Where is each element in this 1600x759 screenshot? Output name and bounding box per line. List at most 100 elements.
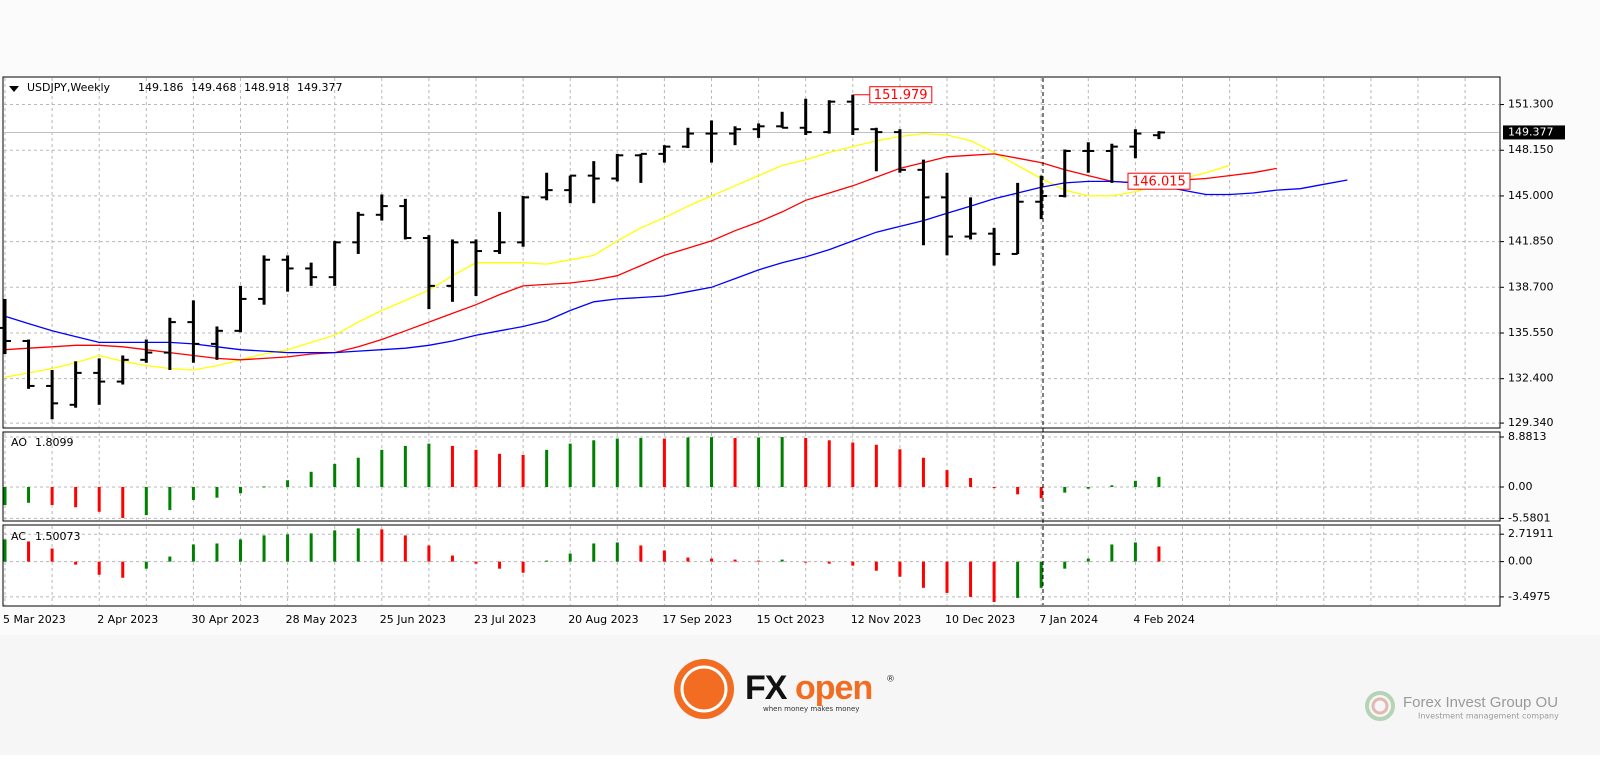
y-tick-label: 145.000	[1508, 189, 1554, 202]
histogram-bar	[3, 486, 7, 506]
dropdown-arrow	[9, 86, 19, 92]
histogram-bar	[144, 561, 148, 569]
histogram-bar	[615, 438, 619, 487]
footer-background	[0, 635, 1600, 755]
histogram-bar	[239, 539, 242, 562]
histogram-bar	[286, 480, 290, 487]
histogram-bar	[1133, 542, 1137, 562]
histogram-bar	[545, 560, 549, 562]
histogram-bar	[1063, 486, 1067, 493]
y-tick-label: 135.550	[1508, 326, 1554, 339]
last-price-box	[1503, 125, 1565, 140]
chart-layer: 5 Mar 2023 2 Apr 2023 30 Apr 2023 28 May 20…	[0, 78, 1565, 626]
histogram-bar	[568, 553, 572, 562]
histogram-bar	[592, 543, 596, 562]
histogram-bar	[757, 437, 761, 487]
histogram-bar	[827, 440, 831, 487]
histogram-bar	[262, 535, 266, 562]
histogram-bar	[545, 449, 549, 487]
histogram-bar	[898, 449, 902, 487]
histogram-bar	[521, 561, 525, 573]
histogram-bar	[1133, 480, 1137, 487]
ac-panel	[2, 524, 1501, 607]
histogram-bar	[568, 443, 572, 487]
histogram-bar	[498, 561, 502, 569]
company-subtitle: Investment management company	[1418, 712, 1559, 721]
histogram-bar	[804, 438, 808, 487]
histogram-bar	[1157, 476, 1161, 487]
company-logo: Forex Invest Group OU Investment managem…	[1365, 691, 1559, 721]
header-open: 149.186	[138, 81, 184, 94]
logo-tagline: when money makes money	[763, 705, 859, 713]
histogram-bar	[262, 486, 266, 488]
histogram-bar	[780, 559, 784, 562]
histogram-bar	[215, 486, 219, 498]
ao-panel	[2, 431, 1501, 522]
histogram-bar	[239, 486, 242, 494]
logo-emblem-ring	[680, 665, 728, 713]
histogram-bar	[498, 453, 502, 487]
histogram-bar	[1157, 546, 1161, 562]
histogram-bar	[450, 445, 454, 487]
histogram-bar	[97, 486, 101, 512]
histogram-bar	[851, 561, 855, 566]
y-tick-label: -5.5801	[1508, 511, 1550, 524]
x-tick-label: 7 Jan 2024	[1039, 613, 1098, 626]
histogram-bar	[639, 438, 643, 487]
histogram-bar	[50, 486, 54, 506]
company-emblem	[1365, 691, 1395, 721]
histogram-bar	[874, 444, 878, 487]
histogram-bar	[898, 561, 902, 577]
histogram-bar	[121, 486, 125, 518]
x-tick-label: 17 Sep 2023	[662, 613, 732, 626]
histogram-bar	[780, 437, 784, 487]
y-tick-label: 2.71911	[1508, 527, 1554, 540]
moving-average	[4, 179, 1348, 354]
histogram-bar	[757, 560, 761, 562]
histogram-bar	[686, 437, 690, 487]
annotation-label: 151.979	[874, 88, 928, 103]
histogram-bar	[97, 561, 101, 575]
histogram-bar	[969, 477, 973, 487]
y-tick-label: 151.300	[1508, 98, 1554, 111]
histogram-bar	[874, 561, 878, 571]
y-tick-label: 141.850	[1508, 235, 1554, 248]
histogram-bar	[921, 457, 925, 487]
y-tick-label: 0.00	[1508, 555, 1533, 568]
histogram-bar	[333, 530, 337, 562]
histogram-bar	[1016, 561, 1020, 598]
histogram-bar	[286, 534, 290, 562]
histogram-bar	[3, 539, 7, 562]
logo-accent: open	[795, 669, 872, 707]
histogram-bar	[851, 442, 855, 487]
logo-registered: ®	[886, 675, 895, 685]
histogram-bar	[356, 457, 360, 487]
histogram-bar	[969, 561, 973, 597]
x-tick-label: 15 Oct 2023	[757, 613, 825, 626]
ao-value: 1.8099	[35, 436, 74, 449]
histogram-bar	[521, 454, 525, 487]
y-tick-label: 8.8813	[1508, 430, 1547, 443]
histogram-bar	[921, 561, 925, 588]
histogram-bar	[1039, 486, 1043, 499]
histogram-bar	[380, 449, 384, 487]
y-tick-label: 138.700	[1508, 280, 1554, 293]
histogram-bar	[710, 437, 713, 487]
x-tick-label: 12 Nov 2023	[851, 613, 921, 626]
histogram-bar	[615, 542, 619, 562]
histogram-bar	[992, 486, 996, 489]
histogram-bar	[380, 529, 384, 562]
histogram-bar	[804, 561, 808, 563]
histogram-bar	[50, 548, 54, 562]
histogram-bar	[662, 550, 666, 562]
header-low: 148.918	[244, 81, 290, 94]
company-name: Forex Invest Group OU	[1403, 694, 1558, 711]
histogram-bar	[733, 559, 737, 562]
price-label: 146.015	[1132, 175, 1186, 190]
last-price-label: 149.377	[1508, 125, 1554, 138]
histogram-bar	[1110, 544, 1114, 562]
histogram-bar	[474, 561, 478, 564]
x-tick-label: 10 Dec 2023	[945, 613, 1015, 626]
y-tick-label: 132.400	[1508, 372, 1554, 385]
